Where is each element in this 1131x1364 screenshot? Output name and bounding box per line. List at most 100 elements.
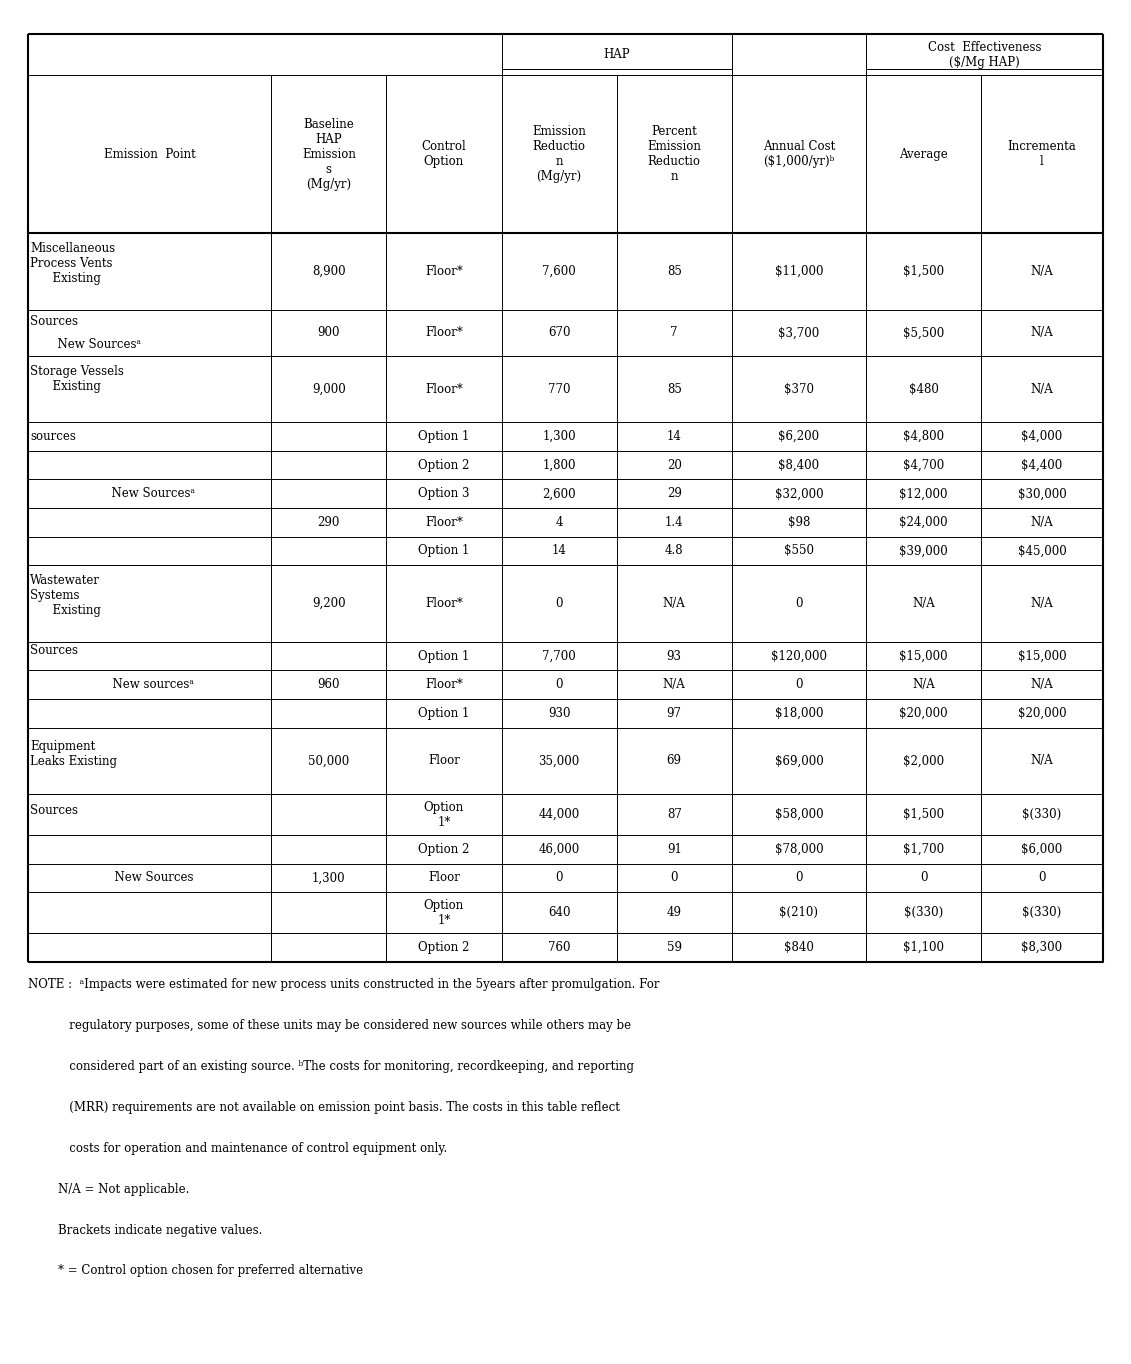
- Text: New Sources: New Sources: [106, 872, 193, 884]
- Text: $6,200: $6,200: [778, 430, 820, 443]
- Text: $98: $98: [788, 516, 810, 529]
- Text: Emission  Point: Emission Point: [104, 147, 196, 161]
- Text: 0: 0: [795, 597, 803, 610]
- Text: $12,000: $12,000: [899, 487, 948, 501]
- Text: 29: 29: [667, 487, 682, 501]
- Text: N/A: N/A: [1030, 326, 1053, 340]
- Text: 930: 930: [547, 707, 570, 720]
- Text: $30,000: $30,000: [1018, 487, 1067, 501]
- Text: Emission
Reductio
n
(Mg/yr): Emission Reductio n (Mg/yr): [533, 125, 586, 183]
- Text: 97: 97: [666, 707, 682, 720]
- Text: Floor*: Floor*: [425, 678, 463, 692]
- Text: $15,000: $15,000: [899, 649, 948, 663]
- Text: $(210): $(210): [779, 906, 819, 919]
- Text: Floor*: Floor*: [425, 516, 463, 529]
- Text: 0: 0: [795, 678, 803, 692]
- Text: 49: 49: [666, 906, 682, 919]
- Text: 1.4: 1.4: [665, 516, 683, 529]
- Text: $18,000: $18,000: [775, 707, 823, 720]
- Text: 4: 4: [555, 516, 563, 529]
- Text: Miscellaneous
Process Vents
      Existing: Miscellaneous Process Vents Existing: [31, 243, 115, 285]
- Text: considered part of an existing source. ᵇThe costs for monitoring, recordkeeping,: considered part of an existing source. ᵇ…: [28, 1060, 634, 1073]
- Text: $1,100: $1,100: [904, 941, 944, 953]
- Text: $120,000: $120,000: [771, 649, 827, 663]
- Text: $20,000: $20,000: [899, 707, 948, 720]
- Text: Brackets indicate negative values.: Brackets indicate negative values.: [28, 1224, 262, 1237]
- Text: (MRR) requirements are not available on emission point basis. The costs in this : (MRR) requirements are not available on …: [28, 1101, 620, 1114]
- Text: New sourcesᵃ: New sourcesᵃ: [105, 678, 195, 692]
- Text: $(330): $(330): [1022, 807, 1062, 821]
- Text: N/A: N/A: [1030, 597, 1053, 610]
- Text: 670: 670: [547, 326, 570, 340]
- Text: 14: 14: [667, 430, 682, 443]
- Text: Option
1*: Option 1*: [424, 801, 464, 828]
- Text: Cost  Effectiveness
($/Mg HAP): Cost Effectiveness ($/Mg HAP): [927, 41, 1042, 68]
- Text: 9,200: 9,200: [312, 597, 346, 610]
- Text: 1,800: 1,800: [543, 458, 576, 472]
- Text: Baseline
HAP
Emission
s
(Mg/yr): Baseline HAP Emission s (Mg/yr): [302, 117, 356, 191]
- Text: 87: 87: [667, 807, 682, 821]
- Text: $15,000: $15,000: [1018, 649, 1067, 663]
- Text: $8,400: $8,400: [778, 458, 820, 472]
- Text: 900: 900: [318, 326, 340, 340]
- Text: Option 1: Option 1: [418, 430, 469, 443]
- Text: $39,000: $39,000: [899, 544, 948, 558]
- Text: $4,800: $4,800: [903, 430, 944, 443]
- Text: 4.8: 4.8: [665, 544, 683, 558]
- Text: $78,000: $78,000: [775, 843, 823, 855]
- Text: 20: 20: [667, 458, 682, 472]
- Text: 7,700: 7,700: [542, 649, 576, 663]
- Text: 1,300: 1,300: [312, 872, 346, 884]
- Text: 85: 85: [667, 382, 682, 396]
- Text: 0: 0: [1038, 872, 1046, 884]
- Text: New Sourcesᵃ: New Sourcesᵃ: [104, 487, 196, 501]
- Text: $4,700: $4,700: [903, 458, 944, 472]
- Text: N/A: N/A: [1030, 754, 1053, 768]
- Text: N/A: N/A: [1030, 678, 1053, 692]
- Text: Option 1: Option 1: [418, 649, 469, 663]
- Text: N/A: N/A: [1030, 265, 1053, 278]
- Text: sources: sources: [31, 430, 76, 443]
- Text: 85: 85: [667, 265, 682, 278]
- Text: Option 1: Option 1: [418, 707, 469, 720]
- Text: Average: Average: [899, 147, 948, 161]
- Text: 960: 960: [318, 678, 340, 692]
- Text: Option 2: Option 2: [418, 458, 469, 472]
- Text: 59: 59: [666, 941, 682, 953]
- Text: Sources: Sources: [31, 803, 78, 817]
- Text: Option 2: Option 2: [418, 941, 469, 953]
- Text: Storage Vessels
      Existing: Storage Vessels Existing: [31, 366, 124, 393]
- Text: * = Control option chosen for preferred alternative: * = Control option chosen for preferred …: [28, 1264, 363, 1278]
- Text: Option 3: Option 3: [418, 487, 469, 501]
- Text: costs for operation and maintenance of control equipment only.: costs for operation and maintenance of c…: [28, 1142, 448, 1155]
- Text: N/A: N/A: [913, 597, 935, 610]
- Text: N/A: N/A: [663, 678, 685, 692]
- Text: Annual Cost
($1,000/yr)ᵇ: Annual Cost ($1,000/yr)ᵇ: [762, 140, 835, 168]
- Text: 46,000: 46,000: [538, 843, 580, 855]
- Text: $58,000: $58,000: [775, 807, 823, 821]
- Text: 35,000: 35,000: [538, 754, 580, 768]
- Text: $1,700: $1,700: [903, 843, 944, 855]
- Text: $4,400: $4,400: [1021, 458, 1063, 472]
- Text: 14: 14: [552, 544, 567, 558]
- Text: Option 2: Option 2: [418, 843, 469, 855]
- Text: 91: 91: [667, 843, 682, 855]
- Text: 0: 0: [795, 872, 803, 884]
- Text: $8,300: $8,300: [1021, 941, 1062, 953]
- Text: 0: 0: [555, 872, 563, 884]
- Text: Floor*: Floor*: [425, 382, 463, 396]
- Text: $5,500: $5,500: [903, 326, 944, 340]
- Text: $20,000: $20,000: [1018, 707, 1067, 720]
- Text: $2,000: $2,000: [903, 754, 944, 768]
- Text: Wastewater
Systems
      Existing: Wastewater Systems Existing: [31, 574, 101, 618]
- Text: 93: 93: [666, 649, 682, 663]
- Text: $24,000: $24,000: [899, 516, 948, 529]
- Text: Option 1: Option 1: [418, 544, 469, 558]
- Text: Floor: Floor: [428, 754, 460, 768]
- Text: $3,700: $3,700: [778, 326, 820, 340]
- Text: regulatory purposes, some of these units may be considered new sources while oth: regulatory purposes, some of these units…: [28, 1019, 631, 1033]
- Text: New Sourcesᵃ: New Sourcesᵃ: [50, 338, 140, 351]
- Text: $550: $550: [784, 544, 814, 558]
- Text: N/A = Not applicable.: N/A = Not applicable.: [28, 1183, 190, 1196]
- Text: $32,000: $32,000: [775, 487, 823, 501]
